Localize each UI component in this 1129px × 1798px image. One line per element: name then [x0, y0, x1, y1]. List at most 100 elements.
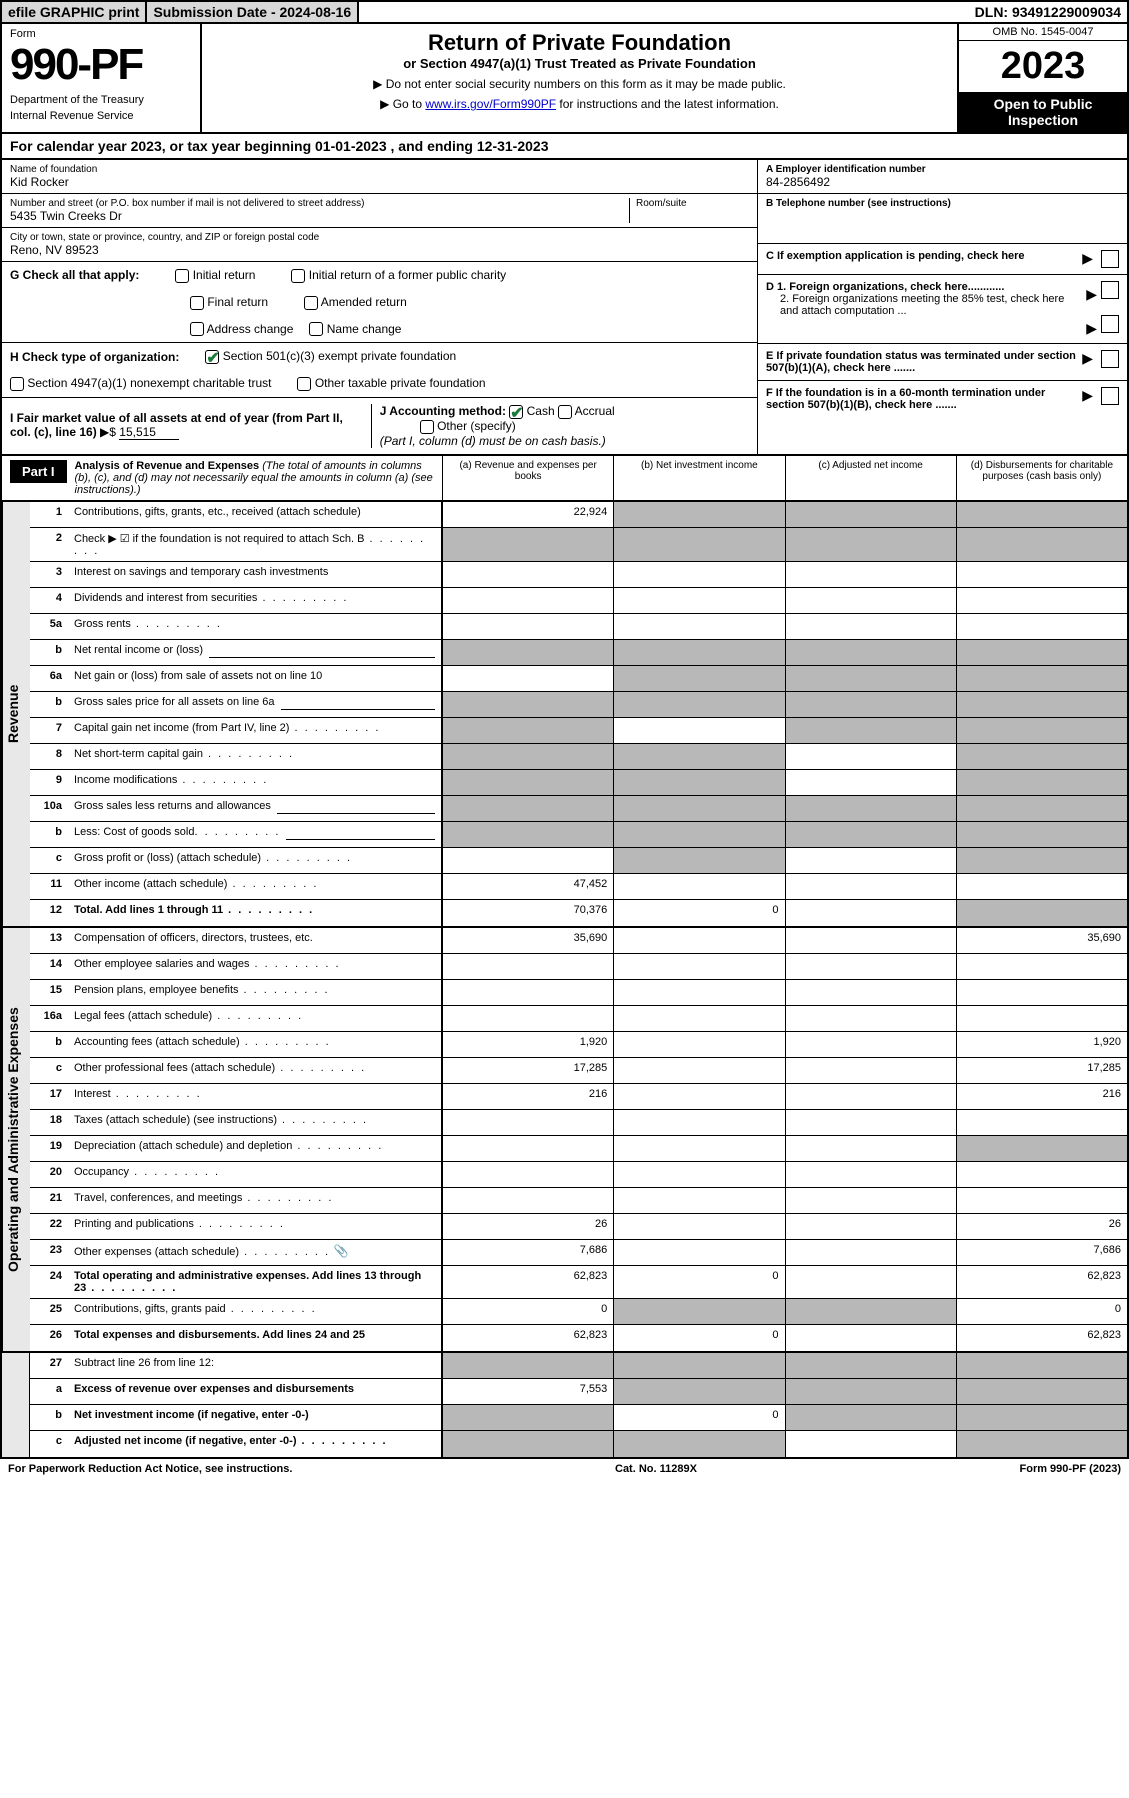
row-desc: Printing and publications [68, 1214, 442, 1239]
cell-c [785, 692, 956, 717]
cell-d [956, 1188, 1127, 1213]
calendar-year-row: For calendar year 2023, or tax year begi… [0, 134, 1129, 160]
cb-501c3[interactable] [205, 350, 219, 364]
arrow-icon: ▶ [1082, 250, 1093, 267]
attach-icon[interactable]: 📎 [330, 1244, 348, 1258]
cell-d: 0 [956, 1299, 1127, 1324]
row-number: 17 [30, 1084, 68, 1109]
table-row: cAdjusted net income (if negative, enter… [30, 1431, 1127, 1457]
table-row: 22Printing and publications2626 [30, 1214, 1127, 1240]
cell-c [785, 1240, 956, 1265]
g-check-row: G Check all that apply: Initial return I… [2, 262, 757, 343]
row-number: c [30, 848, 68, 873]
row-desc: Total. Add lines 1 through 11 [68, 900, 442, 926]
arrow-icon: ▶ [1082, 387, 1093, 404]
cell-a: 62,823 [442, 1266, 613, 1298]
d-row: D 1. Foreign organizations, check here..… [758, 275, 1127, 344]
cell-b [613, 614, 784, 639]
cell-c [785, 1162, 956, 1187]
foundation-name-cell: Name of foundation Kid Rocker [2, 160, 757, 194]
g-label: G Check all that apply: [10, 268, 139, 282]
phone-cell: B Telephone number (see instructions) [758, 194, 1127, 244]
cell-c [785, 1058, 956, 1083]
row-desc: Gross rents [68, 614, 442, 639]
header-left: Form 990-PF Department of the Treasury I… [2, 24, 202, 132]
cell-c [785, 1084, 956, 1109]
table-row: 6aNet gain or (loss) from sale of assets… [30, 666, 1127, 692]
form-subtitle: or Section 4947(a)(1) Trust Treated as P… [214, 56, 945, 71]
cell-a [442, 744, 613, 769]
cell-c [785, 718, 956, 743]
cb-amended[interactable] [304, 296, 318, 310]
d1-checkbox[interactable] [1101, 281, 1119, 299]
c-checkbox[interactable] [1101, 250, 1119, 268]
address-cell: Number and street (or P.O. box number if… [2, 194, 757, 228]
calyear-end: 12-31-2023 [477, 138, 549, 154]
cell-c [785, 822, 956, 847]
cb-address[interactable] [190, 322, 204, 336]
row-desc: Income modifications [68, 770, 442, 795]
cb-cash[interactable] [509, 405, 523, 419]
form-link[interactable]: www.irs.gov/Form990PF [425, 97, 556, 111]
open-inspection: Open to Public Inspection [959, 92, 1127, 132]
row-desc: Depreciation (attach schedule) and deple… [68, 1136, 442, 1161]
f-checkbox[interactable] [1101, 387, 1119, 405]
table-row: 15Pension plans, employee benefits [30, 980, 1127, 1006]
cell-b [613, 562, 784, 587]
calyear-mid: , and ending [391, 138, 477, 154]
cell-a [442, 588, 613, 613]
cell-b [613, 528, 784, 561]
cell-c [785, 1188, 956, 1213]
table-row: 20Occupancy [30, 1162, 1127, 1188]
cb-final[interactable] [190, 296, 204, 310]
e-checkbox[interactable] [1101, 350, 1119, 368]
table-row: bGross sales price for all assets on lin… [30, 692, 1127, 718]
cell-d: 216 [956, 1084, 1127, 1109]
part1-header-row: Part I Analysis of Revenue and Expenses … [0, 456, 1129, 502]
cell-b [613, 1353, 784, 1378]
cell-d [956, 640, 1127, 665]
cell-d [956, 1110, 1127, 1135]
cell-a: 7,553 [442, 1379, 613, 1404]
row-number: 26 [30, 1325, 68, 1351]
final-table: 27Subtract line 26 from line 12:aExcess … [0, 1353, 1129, 1459]
row-number: 8 [30, 744, 68, 769]
tax-year: 2023 [959, 41, 1127, 92]
cell-a: 216 [442, 1084, 613, 1109]
row-desc: Taxes (attach schedule) (see instruction… [68, 1110, 442, 1135]
cb-other-method[interactable] [420, 420, 434, 434]
cell-a: 35,690 [442, 928, 613, 953]
cb-initial[interactable] [175, 269, 189, 283]
cell-c [785, 796, 956, 821]
note2-post: for instructions and the latest informat… [556, 97, 779, 111]
cell-a [442, 980, 613, 1005]
table-row: 16aLegal fees (attach schedule) [30, 1006, 1127, 1032]
cell-c [785, 588, 956, 613]
cb-name[interactable] [309, 322, 323, 336]
revenue-table: Revenue 1Contributions, gifts, grants, e… [0, 502, 1129, 928]
row-desc: Other employee salaries and wages [68, 954, 442, 979]
row-desc: Interest on savings and temporary cash i… [68, 562, 442, 587]
row-number: 21 [30, 1188, 68, 1213]
cell-d: 17,285 [956, 1058, 1127, 1083]
e-row: E If private foundation status was termi… [758, 344, 1127, 381]
footer-mid: Cat. No. 11289X [615, 1463, 697, 1475]
cb-4947[interactable] [10, 377, 24, 391]
cb-initial-former[interactable] [291, 269, 305, 283]
cell-b: 0 [613, 1325, 784, 1351]
table-row: 11Other income (attach schedule)47,452 [30, 874, 1127, 900]
cell-d [956, 874, 1127, 899]
table-row: 21Travel, conferences, and meetings [30, 1188, 1127, 1214]
cell-b [613, 1431, 784, 1457]
cell-a: 7,686 [442, 1240, 613, 1265]
cell-b [613, 1136, 784, 1161]
cb-accrual[interactable] [558, 405, 572, 419]
row-number: 2 [30, 528, 68, 561]
cb-other-tax[interactable] [297, 377, 311, 391]
d2-checkbox[interactable] [1101, 315, 1119, 333]
cell-b [613, 1058, 784, 1083]
form-title: Return of Private Foundation [214, 30, 945, 56]
cell-b [613, 796, 784, 821]
table-row: 8Net short-term capital gain [30, 744, 1127, 770]
cell-a [442, 1006, 613, 1031]
